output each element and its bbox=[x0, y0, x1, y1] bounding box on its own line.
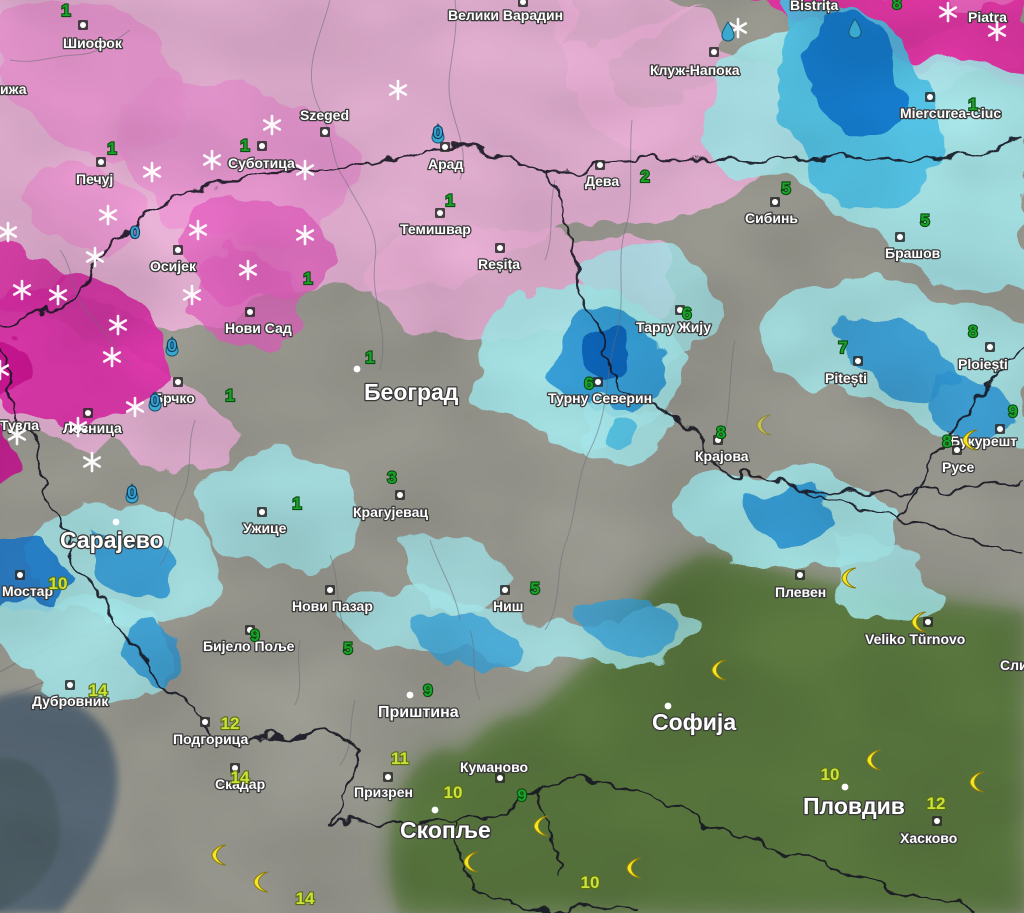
svg-text:9: 9 bbox=[1008, 402, 1017, 421]
svg-text:Арад: Арад bbox=[428, 156, 463, 172]
svg-text:Крагујевац: Крагујевац bbox=[353, 504, 428, 520]
svg-text:1: 1 bbox=[445, 191, 454, 210]
svg-text:Мостар: Мостар bbox=[2, 583, 53, 599]
svg-text:14: 14 bbox=[296, 889, 315, 908]
svg-text:Брашов: Брашов bbox=[885, 245, 941, 261]
svg-text:9: 9 bbox=[250, 626, 259, 645]
svg-text:9: 9 bbox=[517, 786, 526, 805]
svg-text:12: 12 bbox=[221, 714, 240, 733]
svg-text:8: 8 bbox=[716, 423, 725, 442]
svg-text:6: 6 bbox=[584, 374, 593, 393]
svg-text:Szeged: Szeged bbox=[300, 107, 349, 123]
svg-text:0: 0 bbox=[127, 483, 136, 502]
svg-text:0: 0 bbox=[130, 223, 139, 242]
svg-text:0: 0 bbox=[167, 336, 176, 355]
svg-text:8: 8 bbox=[942, 432, 951, 451]
svg-text:Нови Пазар: Нови Пазар bbox=[292, 598, 373, 614]
svg-text:Клуж-Напока: Клуж-Напока bbox=[650, 62, 740, 78]
svg-text:Београд: Београд bbox=[364, 379, 459, 405]
svg-text:Pitești: Pitești bbox=[825, 370, 867, 386]
svg-text:Велики Варадин: Велики Варадин bbox=[448, 7, 563, 23]
svg-text:Ниш: Ниш bbox=[493, 598, 523, 614]
svg-text:1: 1 bbox=[292, 494, 301, 513]
svg-text:5: 5 bbox=[343, 639, 352, 658]
svg-text:Veliko Tŭrnovo: Veliko Tŭrnovo bbox=[865, 631, 965, 647]
svg-text:14: 14 bbox=[89, 681, 108, 700]
svg-text:Бијело Поље: Бијело Поље bbox=[203, 638, 295, 654]
svg-text:Приштина: Приштина bbox=[378, 704, 459, 721]
svg-text:Печуј: Печуј bbox=[76, 171, 113, 187]
svg-text:Темишвар: Темишвар bbox=[400, 221, 471, 237]
svg-text:1: 1 bbox=[365, 348, 374, 367]
svg-text:Ужице: Ужице bbox=[243, 520, 287, 536]
svg-text:8: 8 bbox=[892, 0, 901, 13]
svg-text:Русе: Русе bbox=[942, 459, 975, 475]
svg-text:Сарајево: Сарајево bbox=[60, 527, 164, 553]
svg-text:Шиофок: Шиофок bbox=[63, 35, 123, 51]
svg-text:12: 12 bbox=[927, 794, 946, 813]
svg-text:3: 3 bbox=[387, 468, 396, 487]
svg-text:Турну Северин: Турну Северин bbox=[548, 390, 652, 406]
svg-text:Скопље: Скопље bbox=[400, 817, 491, 843]
svg-text:Плевен: Плевен bbox=[775, 584, 826, 600]
svg-text:Ploiești: Ploiești bbox=[958, 356, 1008, 372]
svg-text:5: 5 bbox=[781, 179, 790, 198]
svg-text:0: 0 bbox=[150, 391, 159, 410]
svg-text:Bistrița: Bistrița bbox=[790, 0, 838, 13]
svg-text:Miercurea-Ciuc: Miercurea-Ciuc bbox=[900, 105, 1001, 121]
svg-text:2: 2 bbox=[640, 167, 649, 186]
svg-text:1: 1 bbox=[968, 95, 977, 114]
svg-text:11: 11 bbox=[391, 749, 409, 768]
svg-text:Пловдив: Пловдив bbox=[803, 793, 905, 819]
svg-text:Дева: Дева bbox=[585, 173, 619, 189]
svg-text:Сибинь: Сибинь bbox=[745, 210, 798, 226]
svg-text:ижа: ижа bbox=[0, 81, 27, 97]
svg-text:10: 10 bbox=[49, 574, 68, 593]
svg-text:1: 1 bbox=[303, 269, 312, 288]
svg-text:Тузла: Тузла bbox=[0, 417, 39, 433]
svg-text:Куманово: Куманово bbox=[460, 759, 528, 775]
svg-text:Reșița: Reșița bbox=[478, 256, 520, 272]
svg-text:Осијек: Осијек bbox=[150, 258, 197, 274]
svg-text:Сли: Сли bbox=[1000, 657, 1024, 673]
svg-text:5: 5 bbox=[530, 579, 539, 598]
svg-text:1: 1 bbox=[61, 1, 70, 20]
svg-text:Подгорица: Подгорица bbox=[173, 731, 248, 747]
svg-text:8: 8 bbox=[968, 322, 977, 341]
svg-text:Суботица: Суботица bbox=[228, 155, 295, 171]
svg-text:0: 0 bbox=[433, 123, 442, 142]
svg-text:10: 10 bbox=[581, 873, 600, 892]
svg-text:5: 5 bbox=[920, 211, 929, 230]
svg-text:1: 1 bbox=[107, 139, 116, 158]
svg-text:6: 6 bbox=[682, 304, 691, 323]
svg-text:Нови Сад: Нови Сад bbox=[225, 320, 292, 336]
svg-text:Piatra: Piatra bbox=[968, 9, 1007, 25]
svg-text:9: 9 bbox=[423, 681, 432, 700]
svg-text:1: 1 bbox=[225, 386, 234, 405]
svg-text:Софија: Софија bbox=[652, 709, 736, 735]
svg-text:14: 14 bbox=[231, 768, 250, 787]
svg-text:Крајова: Крајова bbox=[695, 448, 749, 464]
svg-text:Таргу Жију: Таргу Жију bbox=[636, 319, 711, 335]
svg-text:Призрен: Призрен bbox=[354, 784, 413, 800]
svg-text:7: 7 bbox=[838, 338, 847, 357]
svg-text:Хасково: Хасково bbox=[900, 830, 957, 846]
svg-text:1: 1 bbox=[240, 136, 249, 155]
svg-text:10: 10 bbox=[444, 783, 463, 802]
svg-text:10: 10 bbox=[821, 765, 840, 784]
